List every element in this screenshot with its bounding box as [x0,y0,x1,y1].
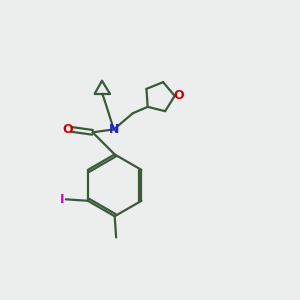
Text: N: N [109,123,119,136]
Text: O: O [62,123,73,136]
Text: O: O [173,89,184,102]
Text: I: I [60,193,64,206]
